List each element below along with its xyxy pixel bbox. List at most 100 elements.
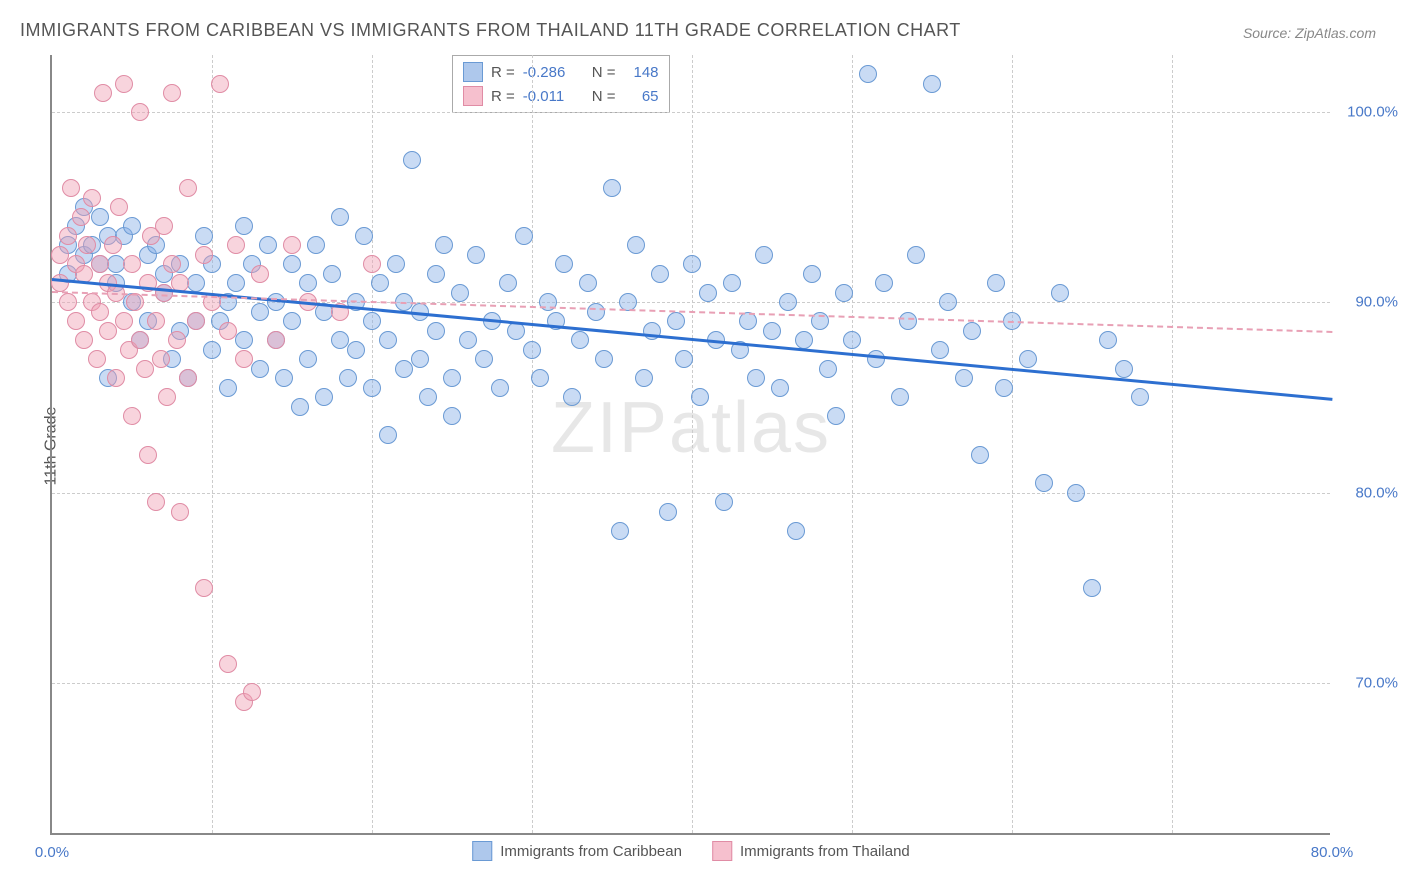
scatter-point (963, 322, 981, 340)
scatter-point (299, 350, 317, 368)
scatter-point (867, 350, 885, 368)
scatter-point (427, 265, 445, 283)
scatter-point (523, 341, 541, 359)
scatter-point (227, 274, 245, 292)
scatter-point (875, 274, 893, 292)
scatter-point (251, 360, 269, 378)
scatter-point (451, 284, 469, 302)
scatter-point (587, 303, 605, 321)
gridline-vertical (532, 55, 533, 833)
scatter-point (219, 322, 237, 340)
scatter-point (667, 312, 685, 330)
scatter-point (843, 331, 861, 349)
scatter-point (803, 265, 821, 283)
scatter-point (67, 312, 85, 330)
scatter-point (555, 255, 573, 273)
scatter-point (94, 84, 112, 102)
x-tick-label: 80.0% (1311, 844, 1354, 861)
scatter-point (515, 227, 533, 245)
scatter-point (779, 293, 797, 311)
legend-swatch (712, 841, 732, 861)
scatter-point (443, 369, 461, 387)
scatter-point (91, 303, 109, 321)
scatter-point (891, 388, 909, 406)
scatter-point (363, 379, 381, 397)
scatter-point (371, 274, 389, 292)
scatter-point (147, 493, 165, 511)
legend-swatch (463, 62, 483, 82)
scatter-point (195, 579, 213, 597)
scatter-point (91, 208, 109, 226)
scatter-point (1019, 350, 1037, 368)
plot-area: ZIPatlas R =-0.286N =148R =-0.011N =65 I… (50, 55, 1330, 835)
scatter-point (347, 341, 365, 359)
scatter-point (627, 236, 645, 254)
scatter-point (179, 179, 197, 197)
scatter-point (203, 341, 221, 359)
scatter-point (691, 388, 709, 406)
scatter-point (115, 75, 133, 93)
scatter-point (907, 246, 925, 264)
scatter-point (355, 227, 373, 245)
x-tick-label: 0.0% (35, 844, 69, 861)
scatter-point (443, 407, 461, 425)
scatter-point (75, 331, 93, 349)
scatter-point (931, 341, 949, 359)
scatter-point (219, 655, 237, 673)
scatter-point (1035, 474, 1053, 492)
scatter-point (283, 312, 301, 330)
legend-r-label: R = (491, 64, 515, 81)
scatter-point (971, 446, 989, 464)
scatter-point (187, 312, 205, 330)
scatter-point (83, 189, 101, 207)
legend-stats: R =-0.286N =148R =-0.011N =65 (452, 55, 670, 113)
scatter-point (283, 255, 301, 273)
gridline-vertical (692, 55, 693, 833)
scatter-point (827, 407, 845, 425)
scatter-point (419, 388, 437, 406)
scatter-point (611, 522, 629, 540)
legend-n-label: N = (592, 88, 616, 105)
scatter-point (72, 208, 90, 226)
legend-n-label: N = (592, 64, 616, 81)
scatter-point (363, 312, 381, 330)
legend-series-label: Immigrants from Thailand (740, 843, 910, 860)
legend-series: Immigrants from Caribbean Immigrants from… (472, 841, 910, 861)
legend-series-label: Immigrants from Caribbean (500, 843, 682, 860)
scatter-point (107, 369, 125, 387)
scatter-point (235, 217, 253, 235)
scatter-point (835, 284, 853, 302)
gridline-vertical (852, 55, 853, 833)
scatter-point (755, 246, 773, 264)
scatter-point (995, 379, 1013, 397)
scatter-point (715, 493, 733, 511)
scatter-point (683, 255, 701, 273)
y-tick-label: 70.0% (1355, 674, 1398, 691)
gridline-horizontal (52, 112, 1330, 113)
scatter-point (123, 407, 141, 425)
legend-swatch (472, 841, 492, 861)
scatter-point (403, 151, 421, 169)
scatter-point (131, 103, 149, 121)
scatter-point (1067, 484, 1085, 502)
scatter-point (987, 274, 1005, 292)
scatter-point (467, 246, 485, 264)
scatter-point (275, 369, 293, 387)
scatter-point (363, 255, 381, 273)
scatter-point (163, 255, 181, 273)
scatter-point (195, 246, 213, 264)
scatter-point (499, 274, 517, 292)
scatter-point (235, 331, 253, 349)
scatter-point (110, 198, 128, 216)
scatter-point (227, 236, 245, 254)
scatter-point (235, 350, 253, 368)
scatter-point (51, 274, 69, 292)
scatter-point (267, 331, 285, 349)
scatter-point (195, 227, 213, 245)
scatter-point (411, 350, 429, 368)
scatter-point (219, 379, 237, 397)
scatter-point (459, 331, 477, 349)
y-tick-label: 80.0% (1355, 484, 1398, 501)
scatter-point (59, 293, 77, 311)
scatter-point (243, 683, 261, 701)
